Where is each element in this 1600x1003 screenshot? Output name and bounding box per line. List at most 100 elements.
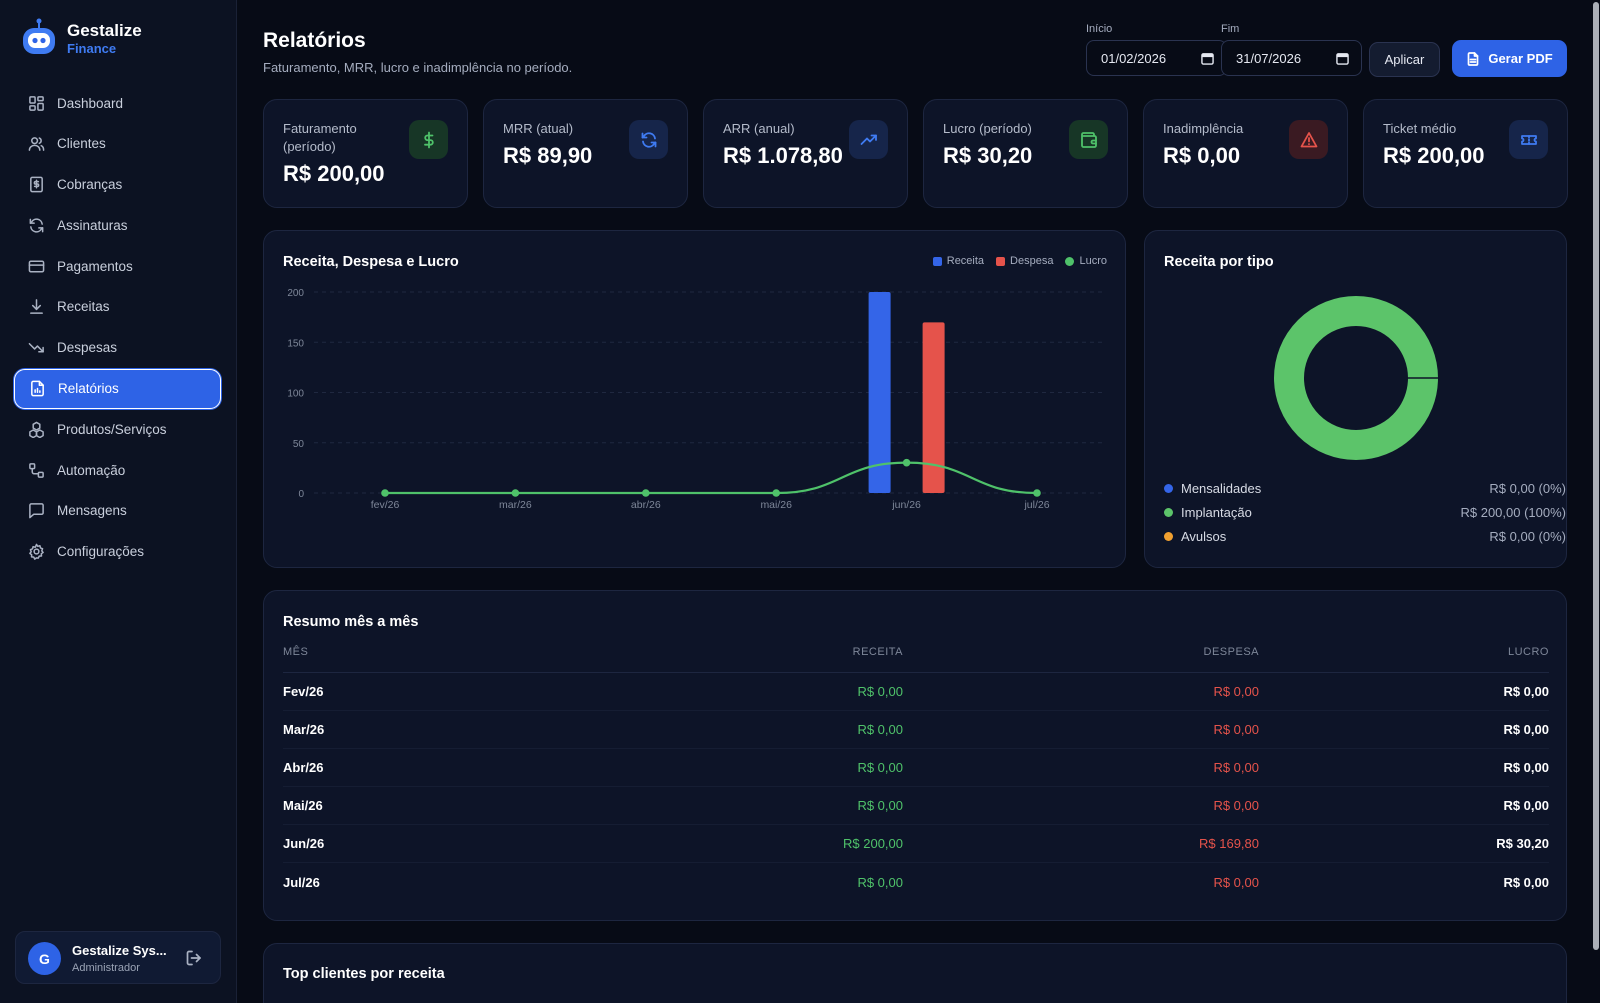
sidebar-item-relatorios[interactable]: Relatórios [14, 368, 221, 409]
slice-value: R$ 0,00 (0%) [1489, 480, 1566, 496]
sidebar-item-assinaturas[interactable]: Assinaturas [14, 205, 221, 245]
refresh-icon [629, 120, 668, 159]
logout-icon[interactable] [185, 949, 205, 969]
point-lucro [381, 489, 389, 497]
donut-chart [1274, 296, 1439, 460]
trending-up-icon [849, 120, 888, 159]
user-card[interactable]: G Gestalize Sys... Administrador [15, 931, 221, 984]
cell-receita: R$ 200,00 [843, 836, 903, 851]
legend-item-lucro[interactable]: Lucro [1065, 255, 1107, 267]
chart-legend: Receita Despesa Lucro [921, 255, 1107, 267]
sidebar-item-label: Automação [57, 462, 126, 478]
apply-button[interactable]: Aplicar [1369, 42, 1440, 77]
generate-pdf-button[interactable]: Gerar PDF [1452, 40, 1567, 77]
legend-item-despesa[interactable]: Despesa [996, 255, 1053, 267]
cell-despesa: R$ 0,00 [1213, 874, 1259, 890]
sidebar-item-label: Despesas [57, 340, 118, 356]
cell-despesa: R$ 169,80 [1199, 836, 1259, 851]
table-row: Jun/26 R$ 200,00 R$ 169,80 R$ 30,20 [283, 825, 1549, 863]
x-tick-label: fev/26 [371, 499, 400, 511]
summary-table: MÊS RECEITA DESPESA LUCRO Fev/26 R$ 0,00… [283, 646, 1549, 901]
sidebar-item-label: Receitas [57, 299, 110, 315]
start-date-input[interactable]: 01/02/2026 [1086, 40, 1227, 76]
end-date-input[interactable]: 31/07/2026 [1221, 40, 1362, 76]
cell-month: Abr/26 [283, 760, 324, 775]
y-tick-label: 200 [287, 288, 304, 299]
x-tick-label: mai/26 [760, 499, 792, 511]
sidebar-item-produtos-servicos[interactable]: Produtos/Serviços [14, 409, 221, 449]
column-header-mes: MÊS [283, 646, 309, 658]
point-lucro [1033, 489, 1041, 497]
sidebar-item-despesas[interactable]: Despesas [14, 328, 221, 368]
users-icon [27, 135, 45, 153]
table-header: MÊS RECEITA DESPESA LUCRO [283, 646, 1549, 673]
cell-receita: R$ 0,00 [857, 760, 903, 775]
cell-month: Jun/26 [283, 836, 325, 851]
kpi-label: Inadimplência [1163, 121, 1244, 136]
cell-receita: R$ 0,00 [857, 722, 903, 737]
x-tick-label: jul/26 [1023, 499, 1049, 511]
sidebar-item-label: Mensagens [57, 503, 127, 519]
kpi-card-faturamento: Faturamento (período) R$ 200,00 [263, 99, 468, 208]
sidebar-item-pagamentos[interactable]: Pagamentos [14, 246, 221, 286]
report-icon [28, 380, 46, 398]
sidebar-item-mensagens[interactable]: Mensagens [14, 491, 221, 531]
cell-lucro: R$ 0,00 [1503, 684, 1549, 699]
sidebar-item-receitas[interactable]: Receitas [14, 287, 221, 327]
legend-dot [1164, 507, 1173, 517]
column-header-lucro: LUCRO [1507, 646, 1549, 658]
sidebar-item-label: Configurações [57, 544, 145, 560]
sidebar-item-dashboard[interactable]: Dashboard [14, 83, 221, 123]
legend-swatch [932, 256, 942, 266]
y-tick-label: 0 [298, 489, 304, 500]
legend-dot [1164, 531, 1173, 541]
table-row: Mai/26 R$ 0,00 R$ 0,00 R$ 0,00 [283, 787, 1549, 825]
cell-month: Mar/26 [283, 722, 325, 737]
y-tick-label: 150 [287, 338, 304, 349]
donut-legend-row: Avulsos R$ 0,00 (0%) [1164, 524, 1566, 548]
calendar-icon[interactable] [1336, 52, 1349, 65]
brand[interactable]: Gestalize Finance [22, 18, 142, 58]
scrollbar-thumb[interactable] [1593, 2, 1599, 950]
slice-name: Implantação [1181, 504, 1252, 520]
sidebar-item-configuracoes[interactable]: Configurações [14, 532, 221, 572]
kpi-value: R$ 89,90 [503, 143, 593, 168]
slice-value: R$ 0,00 (0%) [1489, 528, 1566, 544]
donut-title: Receita por tipo [1164, 254, 1274, 270]
ticket-icon [1509, 120, 1548, 159]
workflow-icon [27, 461, 45, 479]
page-title: Relatórios [263, 29, 366, 52]
chart-panel-receita-despesa-lucro: Receita, Despesa e Lucro Receita Despesa… [263, 230, 1126, 568]
table-row: Mar/26 R$ 0,00 R$ 0,00 R$ 0,00 [283, 711, 1549, 749]
brand-name: Gestalize [67, 21, 142, 40]
kpi-label: Lucro (período) [943, 121, 1032, 136]
legend-label: Lucro [1079, 255, 1107, 267]
summary-title: Resumo mês a mês [283, 614, 419, 630]
calendar-icon[interactable] [1201, 52, 1214, 65]
sidebar: Gestalize Finance Dashboard Clientes Cob… [0, 0, 237, 1003]
legend-item-receita[interactable]: Receita [932, 255, 984, 267]
point-lucro [642, 489, 650, 497]
brand-subtitle: Finance [67, 41, 117, 56]
bar-line-chart: 200 150 100 50 0 fev/26 mar/26 abr/26 mai/26 jun/… [287, 288, 1102, 511]
table-row: Abr/26 R$ 0,00 R$ 0,00 R$ 0,00 [283, 749, 1549, 787]
kpi-label: Ticket médio [1383, 121, 1457, 136]
invoice-icon [27, 176, 45, 194]
sidebar-item-clientes[interactable]: Clientes [14, 124, 221, 164]
sidebar-item-label: Cobranças [57, 177, 123, 193]
kpi-label: ARR (anual) [723, 121, 795, 136]
cell-receita: R$ 0,00 [857, 874, 903, 890]
column-header-despesa: DESPESA [1203, 646, 1259, 658]
x-tick-label: mar/26 [499, 499, 532, 511]
sidebar-item-cobrancas[interactable]: Cobranças [14, 165, 221, 205]
page-scrollbar[interactable] [1592, 0, 1600, 1003]
refresh-icon [27, 216, 45, 234]
sidebar-item-automacao[interactable]: Automação [14, 450, 221, 490]
sidebar-item-label: Pagamentos [57, 258, 133, 274]
summary-panel: Resumo mês a mês MÊS RECEITA DESPESA LUC… [263, 590, 1567, 921]
avatar: G [28, 942, 61, 975]
kpi-card-ticket-medio: Ticket médio R$ 200,00 [1363, 99, 1568, 208]
kpi-value: R$ 30,20 [943, 143, 1033, 168]
sidebar-item-label: Dashboard [57, 95, 124, 111]
donut-legend: Mensalidades R$ 0,00 (0%) Implantação R$ 2… [1164, 476, 1566, 548]
